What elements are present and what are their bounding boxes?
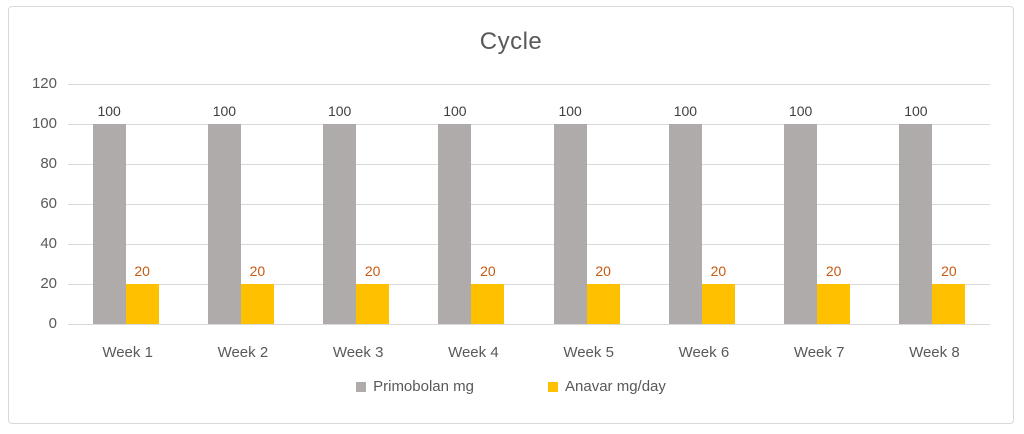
x-axis-category-label: Week 4 xyxy=(448,344,499,361)
bar-primobolan-mg-week-3[interactable] xyxy=(323,124,357,324)
data-label: 100 xyxy=(788,103,813,119)
data-label: 100 xyxy=(673,103,698,119)
bar-primobolan-mg-week-8[interactable] xyxy=(899,124,933,324)
x-axis-category-label: Week 5 xyxy=(563,344,614,361)
legend-label: Anavar mg/day xyxy=(565,378,666,395)
bar-anavar-mg-day-week-8[interactable] xyxy=(932,284,966,324)
x-axis-category-label: Week 2 xyxy=(217,344,269,361)
x-axis-category-label: Week 1 xyxy=(102,344,153,361)
gridline-40 xyxy=(68,244,990,245)
gridline-120 xyxy=(68,84,990,85)
x-axis-category-label: Week 8 xyxy=(909,344,960,361)
legend-label: Primobolan mg xyxy=(373,378,474,395)
bar-anavar-mg-day-week-7[interactable] xyxy=(817,284,851,324)
bar-anavar-mg-day-week-6[interactable] xyxy=(701,284,735,324)
legend: Primobolan mg Anavar mg/day xyxy=(9,378,1013,395)
legend-item-primobolan-mg[interactable]: Primobolan mg xyxy=(356,378,474,395)
y-axis-tick-label: 100 xyxy=(31,115,57,132)
data-label: 20 xyxy=(941,263,957,279)
legend-marker-icon xyxy=(548,381,558,392)
data-label: 100 xyxy=(443,103,467,119)
bar-anavar-mg-day-week-5[interactable] xyxy=(586,284,620,324)
data-label: 20 xyxy=(595,263,611,279)
data-label: 20 xyxy=(364,263,381,279)
bar-anavar-mg-day-week-2[interactable] xyxy=(240,284,274,324)
y-axis-tick-label: 40 xyxy=(40,235,57,252)
x-axis-category-label: Week 7 xyxy=(793,344,845,361)
x-axis-category-label: Week 6 xyxy=(678,344,730,361)
data-label: 100 xyxy=(904,103,928,119)
bar-anavar-mg-day-week-3[interactable] xyxy=(356,284,390,324)
data-label: 20 xyxy=(710,263,727,279)
y-axis-tick-label: 120 xyxy=(31,75,57,92)
gridline-100 xyxy=(68,124,990,125)
bar-primobolan-mg-week-2[interactable] xyxy=(207,124,241,324)
gridline-0 xyxy=(68,324,990,325)
y-axis-tick-label: 20 xyxy=(40,275,57,292)
bar-primobolan-mg-week-1[interactable] xyxy=(92,124,126,324)
data-label: 100 xyxy=(558,103,582,119)
bar-primobolan-mg-week-7[interactable] xyxy=(784,124,818,324)
data-label: 20 xyxy=(249,263,266,279)
y-axis-tick-label: 0 xyxy=(48,315,57,332)
data-label: 100 xyxy=(97,103,121,119)
bar-anavar-mg-day-week-1[interactable] xyxy=(125,284,159,324)
data-label: 100 xyxy=(327,103,352,119)
data-label: 20 xyxy=(825,263,842,279)
x-axis-category-label: Week 3 xyxy=(332,344,384,361)
bar-primobolan-mg-week-5[interactable] xyxy=(553,124,587,324)
gridline-20 xyxy=(68,284,990,285)
data-label: 100 xyxy=(212,103,237,119)
legend-marker-icon xyxy=(356,381,367,392)
chart-frame[interactable]: Cycle 0 20 40 60 80 100 120 100 20 Week 1 100 20 Wee… xyxy=(8,6,1014,424)
bar-primobolan-mg-week-4[interactable] xyxy=(438,124,472,324)
y-axis-tick-label: 60 xyxy=(40,195,57,212)
data-label: 20 xyxy=(480,263,496,279)
gridline-80 xyxy=(68,164,990,165)
data-label: 20 xyxy=(134,263,150,279)
bar-anavar-mg-day-week-4[interactable] xyxy=(471,284,505,324)
legend-item-anavar-mg-day[interactable]: Anavar mg/day xyxy=(548,378,666,395)
chart-title: Cycle xyxy=(479,28,543,55)
gridline-60 xyxy=(68,204,990,205)
y-axis-tick-label: 80 xyxy=(40,155,57,172)
bar-primobolan-mg-week-6[interactable] xyxy=(668,124,702,324)
